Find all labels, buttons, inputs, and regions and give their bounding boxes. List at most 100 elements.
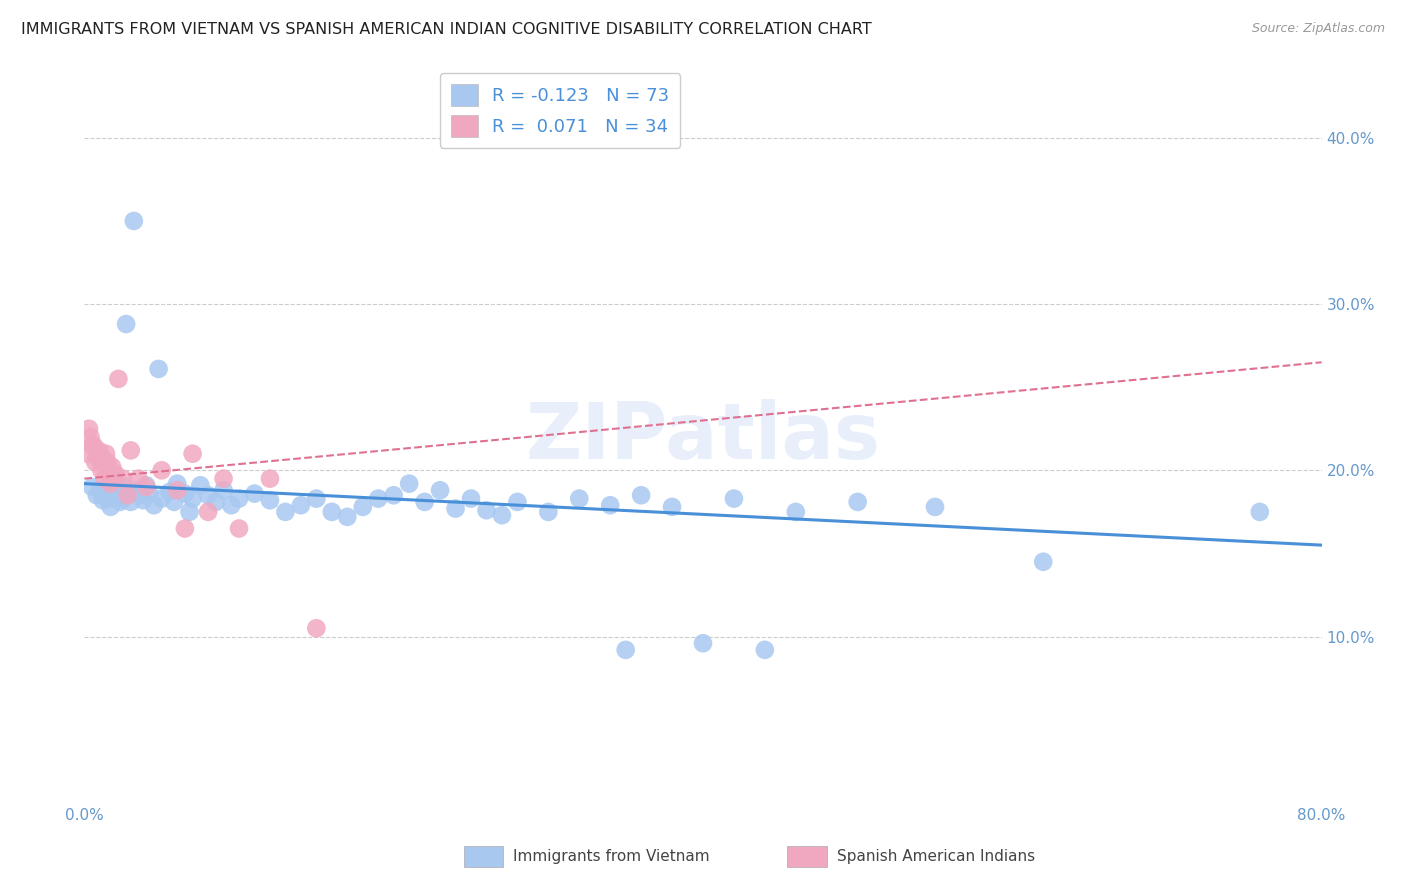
Point [93,486,115,500]
Point [90,463,112,477]
Point [87,443,110,458]
Point [117,486,139,500]
Point [115,317,138,331]
Point [100,476,122,491]
Point [212,472,235,486]
Point [197,505,219,519]
Text: IMMIGRANTS FROM VIETNAM VS SPANISH AMERICAN INDIAN COGNITIVE DISABILITY CORRELAT: IMMIGRANTS FROM VIETNAM VS SPANISH AMERI… [21,22,872,37]
Point [382,488,405,502]
Point [120,443,142,458]
Point [100,500,122,514]
Point [163,495,186,509]
Point [661,500,683,514]
Point [93,472,115,486]
Point [101,460,124,475]
Point [305,491,328,506]
Point [188,478,211,492]
Point [143,498,166,512]
Point [212,483,235,498]
Point [321,505,343,519]
Point [1249,505,1271,519]
Point [367,491,389,506]
Point [181,491,204,506]
Point [429,483,451,498]
Legend: R = -0.123   N = 73, R =  0.071   N = 34: R = -0.123 N = 73, R = 0.071 N = 34 [440,73,681,148]
Point [228,491,250,506]
Point [107,482,129,496]
Point [259,472,281,486]
Point [599,498,621,512]
Point [506,495,529,509]
Point [537,505,560,519]
Point [259,493,281,508]
Point [174,521,197,535]
Point [86,450,108,464]
Point [274,505,297,519]
Point [108,495,131,509]
Point [76,447,98,461]
Text: Spanish American Indians: Spanish American Indians [837,849,1035,863]
Point [104,478,127,492]
Point [148,362,170,376]
Point [846,495,869,509]
Point [723,491,745,506]
Point [132,493,155,508]
Point [96,491,118,506]
Point [112,472,135,486]
Point [305,621,328,635]
Text: Immigrants from Vietnam: Immigrants from Vietnam [513,849,710,863]
Point [181,447,204,461]
Point [1032,555,1054,569]
Point [336,509,359,524]
Point [568,491,591,506]
Point [89,483,111,498]
Point [82,480,104,494]
Point [91,455,114,469]
Point [105,490,128,504]
Point [413,495,436,509]
Point [127,483,149,498]
Point [101,488,124,502]
Point [228,521,250,535]
Point [630,488,652,502]
Point [107,372,129,386]
Point [103,483,125,498]
Point [197,488,219,502]
Point [159,484,180,499]
Point [924,500,946,514]
Point [98,476,121,491]
Point [785,505,807,519]
Point [243,486,266,500]
Point [166,476,188,491]
Point [138,486,160,500]
Point [444,501,467,516]
Point [98,467,121,481]
Point [86,488,108,502]
Point [91,493,114,508]
Point [112,491,135,506]
Point [89,447,111,461]
Point [219,498,242,512]
Point [82,438,104,452]
Point [135,478,157,492]
Point [83,438,105,452]
Point [79,430,101,444]
Point [94,447,117,461]
Point [129,488,152,502]
Point [614,643,637,657]
Point [166,483,188,498]
Point [117,488,139,502]
Point [179,505,201,519]
Point [122,214,145,228]
Point [77,422,100,436]
Point [290,498,312,512]
Point [127,472,149,486]
Point [491,508,513,523]
Point [398,476,420,491]
Point [110,486,132,500]
Point [150,463,173,477]
Point [104,467,127,481]
Text: ZIPatlas: ZIPatlas [526,399,880,475]
Point [135,480,157,494]
Point [120,495,142,509]
